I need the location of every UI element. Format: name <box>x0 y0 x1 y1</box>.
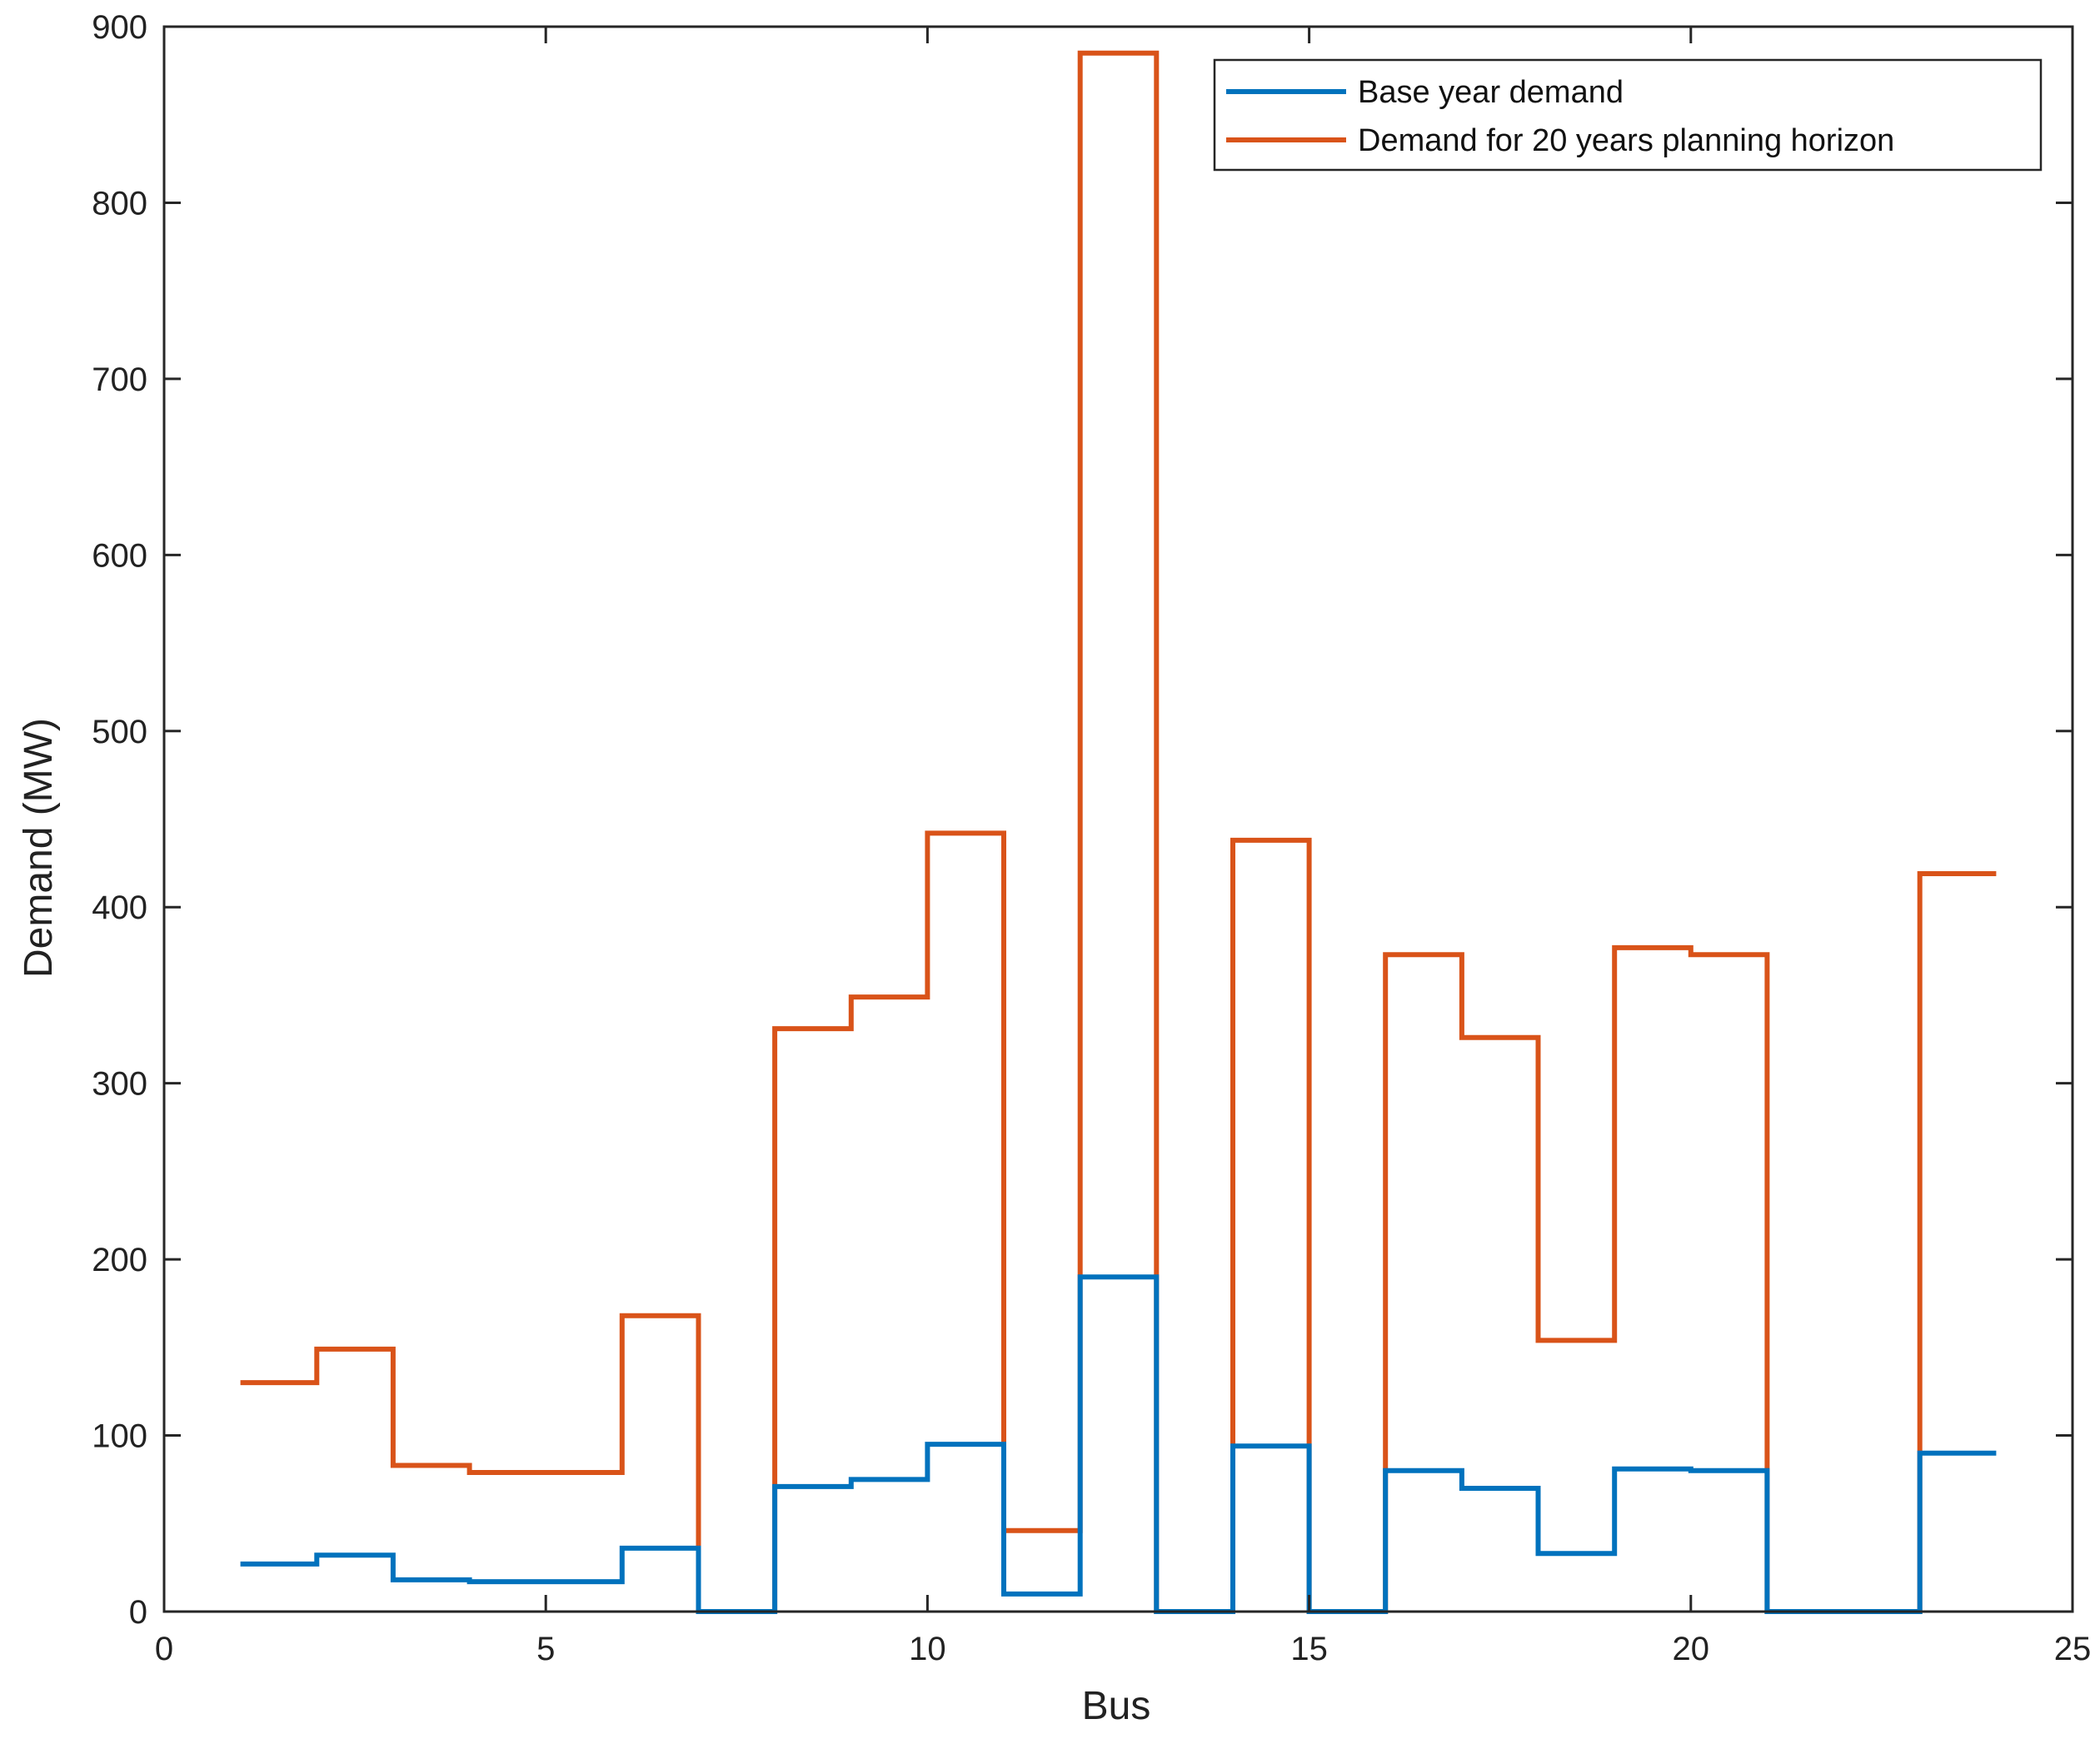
series-line-1 <box>240 1274 1997 1614</box>
y-tick-label: 300 <box>92 1066 147 1103</box>
x-tick-label: 15 <box>1290 1631 1328 1667</box>
x-tick-label: 25 <box>2054 1631 2092 1667</box>
legend-box <box>1213 58 2043 172</box>
y-tick-label: 100 <box>92 1418 147 1455</box>
y-tick-label: 900 <box>92 9 147 46</box>
legend: Base year demand Demand for 20 years plan… <box>1213 58 2043 172</box>
y-tick-label: 500 <box>92 714 147 750</box>
x-tick-label: 10 <box>909 1631 946 1667</box>
y-tick-label: 700 <box>92 361 147 398</box>
plot-area <box>240 50 1997 1614</box>
x-tick-label: 0 <box>155 1631 173 1667</box>
y-axis-title: Demand (MW) <box>17 718 61 978</box>
legend-label-1: Base year demand <box>1358 75 1624 110</box>
x-tick-label: 20 <box>1673 1631 1710 1667</box>
y-tick-label: 600 <box>92 537 147 574</box>
legend-label-2: Demand for 20 years planning horizon <box>1358 123 1894 158</box>
axes-box <box>162 25 2074 1613</box>
axes: 0 100 200 300 400 500 600 700 800 900 0 5 10 15 20 25 <box>92 9 2091 1667</box>
y-tick-label: 400 <box>92 889 147 926</box>
y-tick-label: 800 <box>92 185 147 222</box>
x-tick-label: 5 <box>536 1631 555 1667</box>
x-axis-title: Bus <box>1082 1684 1151 1728</box>
series-line-2 <box>240 50 1997 1614</box>
y-tick-label: 0 <box>129 1594 147 1631</box>
y-tick-label: 200 <box>92 1242 147 1278</box>
